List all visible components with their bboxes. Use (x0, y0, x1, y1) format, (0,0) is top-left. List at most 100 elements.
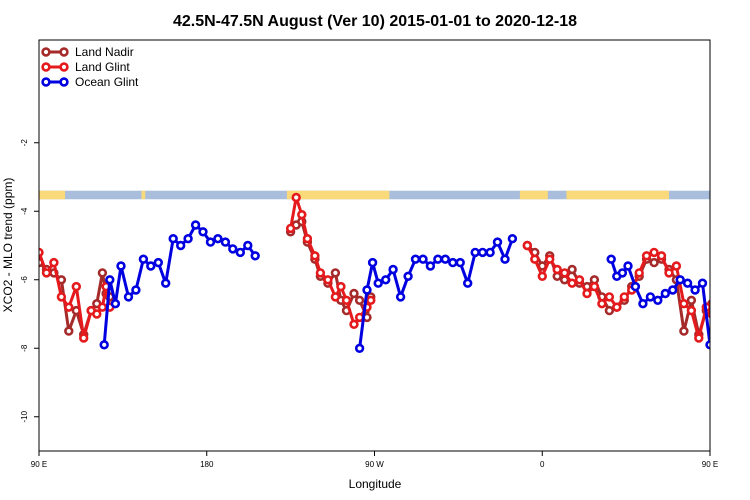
legend-label: Land Glint (75, 60, 130, 74)
data-point (679, 299, 689, 309)
data-point (64, 302, 74, 312)
data-point (485, 247, 495, 258)
y-tick-label: -2 (20, 139, 29, 147)
data-point (297, 210, 307, 220)
data-point (395, 292, 406, 302)
data-point (323, 275, 333, 285)
data-point (291, 192, 301, 203)
data-point (198, 227, 208, 237)
data-point (649, 247, 659, 258)
data-point (168, 234, 178, 244)
data-point (349, 319, 359, 329)
data-point (617, 268, 628, 278)
data-point (589, 281, 600, 292)
y-tick-label: -4 (20, 207, 29, 215)
data-point (425, 261, 436, 271)
data-point (367, 257, 378, 268)
x-tick-label: 90 W (365, 460, 384, 469)
data-point (718, 300, 725, 307)
data-point (97, 268, 108, 278)
data-point (492, 237, 503, 247)
legend-marker (59, 62, 69, 72)
data-point (433, 254, 443, 264)
data-point (64, 326, 74, 336)
data-point (679, 326, 689, 336)
data-point (330, 268, 341, 278)
data-point (664, 268, 674, 278)
data-point (39, 247, 44, 258)
data-point (714, 304, 721, 311)
data-point (470, 247, 480, 258)
land-ocean-band (39, 190, 710, 200)
data-point (606, 254, 616, 264)
data-point (336, 281, 346, 292)
data-point (110, 299, 121, 309)
land-band-segment (39, 190, 66, 200)
data-point (220, 237, 231, 247)
data-point (697, 278, 708, 288)
data-point (92, 309, 102, 319)
data-point (653, 295, 663, 305)
data-point (349, 288, 359, 299)
data-point (235, 247, 246, 258)
data-point (161, 278, 171, 288)
data-point (604, 305, 615, 316)
data-point (544, 254, 555, 264)
y-tick-label: -6 (20, 276, 29, 284)
data-point (153, 257, 164, 268)
data-point (310, 251, 320, 261)
data-point (354, 343, 365, 353)
x-tick-label: 180 (200, 460, 214, 469)
chart-title: 42.5N-47.5N August (Ver 10) 2015-01-01 t… (173, 13, 577, 30)
data-point (71, 281, 82, 292)
plot-frame (38, 39, 711, 452)
data-point (131, 285, 141, 295)
data-point (567, 278, 577, 288)
data-point (623, 261, 633, 271)
data-point (388, 264, 398, 275)
data-point (99, 340, 109, 350)
data-point (285, 223, 296, 234)
data-point (694, 333, 704, 343)
data-point (725, 294, 732, 301)
series-line (102, 223, 257, 345)
data-point (455, 257, 465, 268)
legend-item: Land Glint (41, 60, 130, 74)
data-point (56, 292, 67, 302)
data-point (341, 295, 352, 305)
data-point (315, 268, 326, 278)
data-point (671, 261, 682, 271)
data-point (723, 263, 730, 270)
data-point (213, 234, 223, 244)
data-point (638, 299, 648, 309)
data-point (720, 290, 727, 297)
x-tick-label: 0 (540, 460, 545, 469)
data-point (574, 275, 585, 285)
data-point (675, 275, 685, 285)
data-point (567, 264, 577, 275)
data-point (507, 234, 518, 244)
data-point (634, 268, 644, 278)
legend-marker (41, 47, 51, 57)
y-tick-label: -10 (20, 410, 29, 422)
y-tick-label: -8 (20, 344, 29, 352)
data-point (667, 285, 678, 295)
data-point (410, 254, 421, 264)
data-point (354, 295, 365, 305)
data-point (403, 271, 413, 281)
data-point (604, 292, 615, 302)
legend-marker (59, 77, 69, 87)
data-point (725, 304, 732, 311)
data-point (105, 275, 115, 285)
series-layer (39, 192, 732, 353)
data-point (97, 302, 108, 312)
x-axis-label: Longitude (349, 477, 402, 491)
data-point (41, 268, 52, 278)
legend-label: Land Nadir (75, 45, 134, 59)
legend-marker (59, 47, 69, 57)
x-tick-label: 90 E (702, 460, 718, 469)
data-point (138, 254, 149, 264)
data-point (477, 247, 488, 258)
data-point (522, 240, 532, 251)
